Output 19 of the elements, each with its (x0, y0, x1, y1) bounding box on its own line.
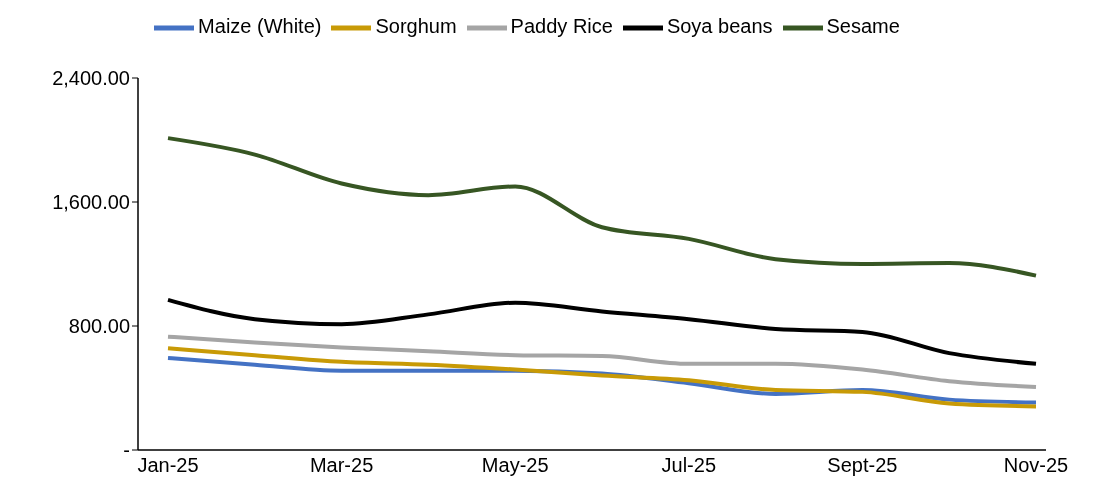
x-tick-label: Nov-25 (1003, 454, 1069, 477)
legend-label: Maize (White) (198, 15, 322, 38)
line-series (166, 136, 1038, 278)
legend-label: Paddy Rice (510, 15, 613, 38)
line-series (166, 346, 1038, 409)
legend-label: Soya beans (666, 15, 773, 38)
line-series (166, 334, 1038, 390)
x-tick-label: Sept-25 (827, 454, 898, 477)
legend-label: Sorghum (375, 15, 457, 38)
x-tick-label: Jan-25 (137, 454, 199, 477)
x-tick-label: Mar-25 (309, 454, 374, 477)
y-tick-label: - (123, 439, 130, 462)
x-tick-label: May-25 (481, 454, 549, 477)
legend-label: Sesame (826, 15, 900, 38)
y-tick-label: 800.00 (68, 315, 130, 338)
x-tick-label: Jul-25 (661, 454, 717, 477)
line-series (166, 297, 1038, 366)
y-tick-label: 1,600.00 (52, 191, 130, 214)
y-tick-label: 2,400.00 (52, 67, 130, 90)
